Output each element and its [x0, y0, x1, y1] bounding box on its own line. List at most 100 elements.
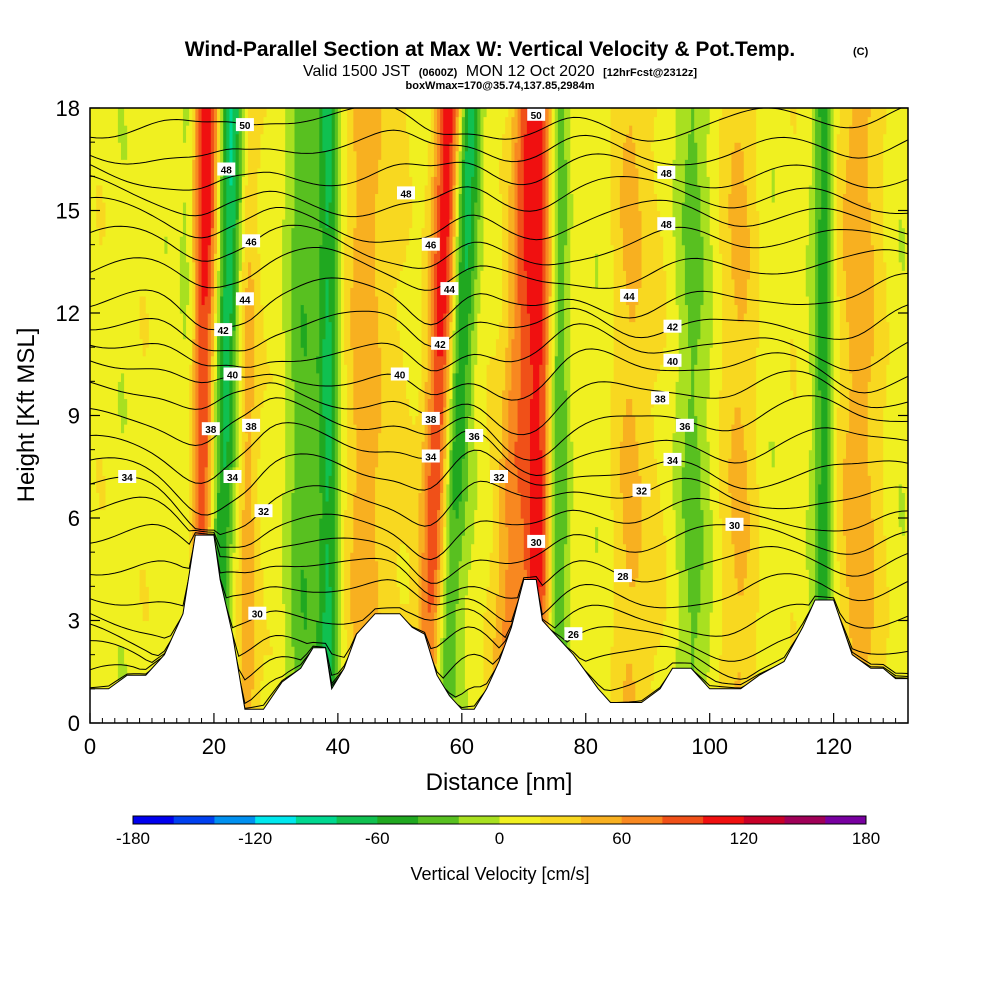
velocity-cell [390, 108, 395, 723]
velocity-cell [235, 295, 240, 468]
velocity-cell [455, 372, 460, 519]
velocity-cell [443, 364, 447, 408]
contour-label-text: 44 [239, 295, 251, 306]
velocity-cell [471, 543, 475, 723]
velocity-cell [867, 201, 872, 382]
velocity-cell [867, 475, 872, 656]
velocity-cell [529, 364, 534, 400]
velocity-cell [684, 424, 689, 570]
velocity-cell [901, 270, 906, 493]
velocity-cell [142, 295, 147, 357]
velocity-cell [681, 518, 686, 723]
velocity-cell [573, 108, 578, 723]
velocity-cell [718, 389, 723, 519]
velocity-cell [399, 347, 404, 545]
velocity-cell [672, 236, 677, 434]
velocity-cell [223, 466, 227, 664]
velocity-cell [319, 492, 323, 519]
velocity-cell [502, 108, 506, 135]
contour-label-text: 48 [221, 166, 233, 177]
velocity-cell [443, 406, 447, 459]
velocity-cell [170, 108, 175, 723]
velocity-cell [728, 227, 732, 459]
velocity-cell [610, 381, 615, 511]
contour-label: 46 [421, 237, 440, 252]
velocity-cell [576, 108, 581, 723]
velocity-cell [808, 184, 813, 374]
velocity-cell [740, 424, 745, 596]
velocity-cell [626, 304, 630, 400]
velocity-cell [238, 201, 243, 271]
velocity-cell [204, 466, 209, 545]
velocity-cell [186, 261, 190, 306]
velocity-cell [529, 398, 534, 596]
velocity-cell [508, 389, 512, 723]
contour-label-bg [421, 449, 440, 463]
velocity-cell [356, 108, 361, 723]
valid-time-line: Valid 1500 JST (0600Z) MON 12 Oct 2020 [… [303, 63, 697, 80]
velocity-cell [486, 441, 491, 587]
contour-label: 48 [397, 186, 415, 200]
velocity-cell [263, 108, 268, 118]
velocity-cell [545, 364, 550, 723]
velocity-cell [328, 586, 333, 723]
velocity-cell [443, 637, 447, 723]
velocity-cell [455, 184, 460, 237]
velocity-cell [886, 321, 891, 365]
velocity-cell [421, 108, 426, 229]
velocity-cell [846, 432, 850, 587]
velocity-cell [657, 483, 661, 647]
x-tick-label: 40 [326, 734, 350, 759]
contour-label: 36 [675, 418, 694, 433]
velocity-cell [303, 313, 308, 357]
velocity-cell [433, 108, 438, 177]
velocity-cell [480, 108, 485, 271]
contour-label: 48 [217, 162, 236, 177]
velocity-cell [257, 458, 262, 511]
velocity-cell [145, 313, 150, 348]
contour-label-text: 30 [729, 521, 741, 532]
colorbar-swatch [703, 816, 745, 824]
colorbar-swatch [377, 816, 419, 824]
contour-label-bg [725, 517, 744, 531]
velocity-cell [790, 611, 794, 664]
velocity-cell [756, 210, 760, 348]
x-tick-label: 80 [574, 734, 598, 759]
velocity-cell [616, 108, 621, 723]
colorbar-swatch [418, 816, 460, 824]
velocity-cell [306, 108, 311, 723]
colorbar-swatch [825, 816, 867, 824]
velocity-cell [901, 227, 906, 271]
contour-label-text: 34 [122, 473, 134, 484]
velocity-cell [471, 176, 475, 271]
contour-label-bg [564, 627, 583, 641]
contour-label-text: 46 [246, 237, 258, 248]
velocity-cell [502, 389, 506, 622]
velocity-cell [433, 176, 438, 254]
velocity-cell [468, 415, 472, 570]
contour-label-text: 42 [218, 326, 230, 337]
velocity-cell [99, 108, 103, 186]
contour-label-bg [242, 234, 261, 248]
velocity-cell [539, 364, 543, 451]
velocity-cell [99, 509, 103, 723]
contour-label-bg [663, 452, 682, 466]
velocity-cell [551, 372, 556, 723]
velocity-cell [663, 108, 667, 271]
velocity-cell [437, 569, 441, 605]
velocity-cell [446, 577, 451, 723]
velocity-cell [849, 108, 853, 126]
contour-labels: 50 50 48 48 48 48 46 46 44 44 44 42 42 42 40 40 40 38 38 38… [118, 108, 744, 641]
velocity-cell [282, 219, 286, 331]
velocity-cell [322, 338, 327, 417]
velocity-cell [653, 116, 658, 195]
velocity-cell [737, 108, 742, 143]
contour-label-text: 36 [679, 422, 691, 433]
velocity-cell [579, 108, 584, 723]
velocity-cell [368, 108, 373, 723]
velocity-cell [762, 108, 767, 723]
velocity-cell [263, 389, 268, 613]
velocity-cell [626, 569, 630, 664]
velocity-cell [217, 270, 221, 331]
velocity-cell [446, 236, 451, 314]
